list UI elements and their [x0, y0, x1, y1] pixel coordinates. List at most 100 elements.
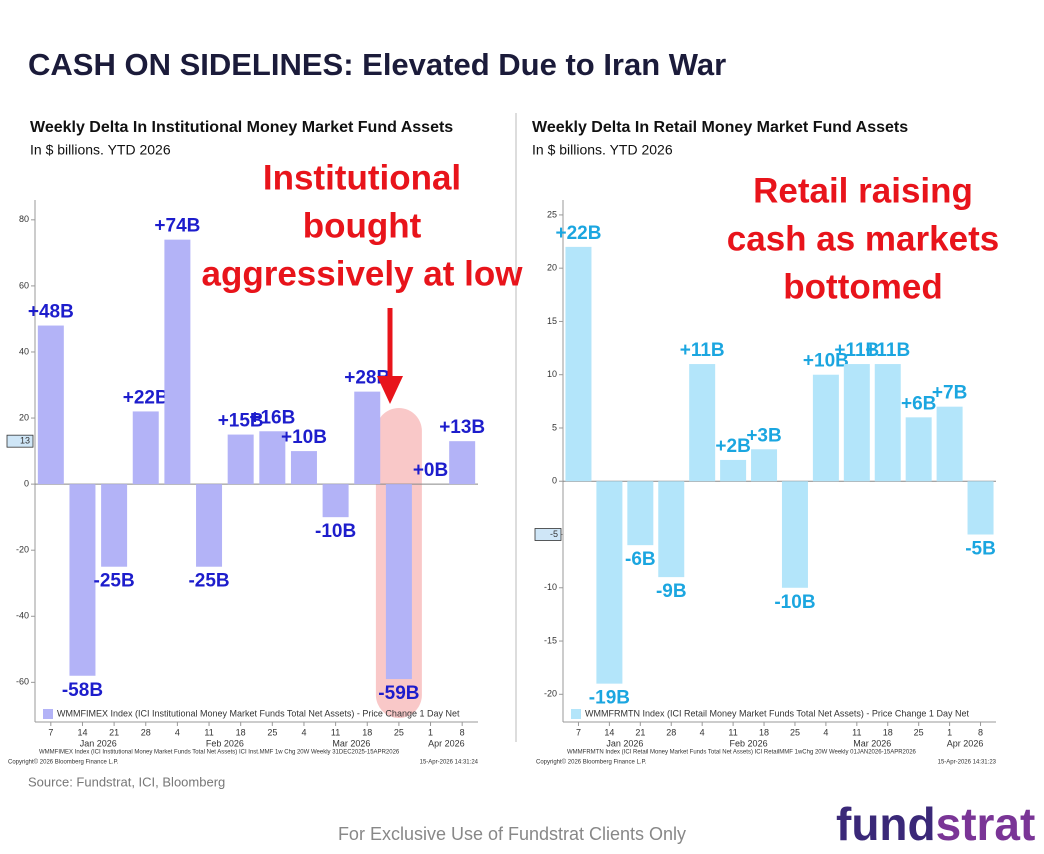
value-label: +13B	[439, 417, 485, 438]
legend: WMMFIMEX Index (ICI Institutional Money …	[43, 708, 460, 719]
last-value-box	[6, 434, 34, 448]
bar	[69, 484, 96, 676]
bar	[905, 417, 932, 482]
value-label: +74B	[154, 216, 200, 237]
x-tick-label: 18	[362, 727, 372, 737]
x-tick-label: 21	[109, 727, 119, 737]
chart-title: Weekly Delta In Institutional Money Mark…	[30, 119, 453, 136]
logo-part: fund	[836, 798, 936, 850]
bar	[720, 459, 747, 482]
x-tick-label: 4	[175, 727, 180, 737]
bar	[843, 364, 870, 482]
legend-swatch	[571, 709, 581, 719]
bar	[354, 391, 381, 485]
month-label: Apr 2026	[428, 738, 465, 748]
x-tick-label: 4	[823, 727, 828, 737]
y-tick-label: 60	[19, 280, 29, 290]
last-value-label: 13	[20, 436, 30, 446]
x-tick-label: 4	[700, 727, 705, 737]
y-tick-label: 0	[24, 479, 29, 489]
month-label: Mar 2026	[853, 738, 891, 748]
y-tick-label: 80	[19, 214, 29, 224]
bar	[101, 484, 128, 567]
copyright: Copyright© 2026 Bloomberg Finance L.P.	[536, 759, 647, 766]
annotation: aggressively at low	[202, 254, 524, 293]
y-tick-label: 25	[547, 209, 557, 219]
x-tick-label: 7	[576, 727, 581, 737]
bar	[751, 449, 778, 482]
x-tick-label: 7	[48, 727, 53, 737]
y-tick-label: -20	[544, 689, 557, 699]
bar	[196, 484, 223, 567]
footer: For Exclusive Use of Fundstrat Clients O…	[338, 824, 686, 844]
month-label: Apr 2026	[947, 738, 984, 748]
x-tick-label: 25	[790, 727, 800, 737]
bar	[874, 364, 901, 482]
value-label: +22B	[555, 223, 601, 244]
y-tick-label: 20	[547, 263, 557, 273]
annotation: Retail raising	[753, 171, 973, 210]
y-tick-label: -20	[16, 545, 29, 555]
annotation: cash as markets	[727, 219, 999, 258]
y-tick-label: 10	[547, 369, 557, 379]
arrow-head	[377, 376, 403, 404]
footnote: WMMFIMEX Index (ICI Institutional Money …	[39, 750, 400, 756]
value-label: -6B	[625, 549, 656, 570]
month-label: Jan 2026	[606, 738, 643, 748]
annotation: bought	[303, 206, 422, 245]
x-tick-label: 14	[77, 727, 87, 737]
source: Source: Fundstrat, ICI, Bloomberg	[28, 774, 225, 789]
y-tick-label: 5	[552, 422, 557, 432]
bar	[385, 484, 412, 680]
timestamp: 15-Apr-2026 14:31:23	[938, 760, 997, 766]
value-label: +0B	[413, 460, 448, 481]
bar	[259, 431, 286, 485]
bar	[812, 374, 839, 482]
x-tick-label: 21	[635, 727, 645, 737]
x-tick-label: 8	[460, 727, 465, 737]
annotation: bottomed	[783, 267, 942, 306]
bar	[164, 239, 191, 485]
footnote: WMMFRMTN Index (ICI Retail Money Market …	[567, 750, 917, 756]
x-tick-label: 11	[331, 727, 340, 737]
last-value-box	[534, 528, 562, 541]
logo: fundstrat	[836, 798, 1035, 850]
value-label: +28B	[344, 368, 390, 389]
value-label: +48B	[28, 302, 74, 323]
legend-label: WMMFIMEX Index (ICI Institutional Money …	[57, 708, 460, 718]
legend-label: WMMFRMTN Index (ICI Retail Money Market …	[585, 708, 969, 718]
y-tick-label: -40	[16, 611, 29, 621]
value-label: -10B	[774, 592, 815, 613]
legend-swatch	[43, 709, 53, 719]
bar	[322, 484, 349, 518]
y-tick-label: -60	[16, 677, 29, 687]
bar	[37, 325, 64, 485]
y-tick-label: 20	[19, 412, 29, 422]
annotation: Institutional	[263, 158, 461, 197]
value-label: +2B	[715, 436, 750, 457]
month-label: Feb 2026	[730, 738, 768, 748]
value-label: +16B	[249, 407, 295, 428]
value-label: -10B	[315, 521, 356, 542]
x-tick-label: 25	[267, 727, 277, 737]
bar	[596, 481, 623, 684]
y-tick-label: -15	[544, 635, 557, 645]
value-label: +11B	[834, 340, 879, 361]
y-tick-label: -10	[544, 582, 557, 592]
bar	[658, 481, 685, 578]
x-tick-label: 18	[759, 727, 769, 737]
x-tick-label: 1	[947, 727, 952, 737]
value-label: -58B	[62, 680, 103, 701]
value-label: -5B	[965, 539, 996, 560]
x-tick-label: 4	[301, 727, 306, 737]
x-tick-label: 11	[728, 727, 737, 737]
x-tick-label: 1	[428, 727, 433, 737]
x-tick-label: 11	[204, 727, 213, 737]
value-label: +11B	[680, 340, 725, 361]
month-label: Feb 2026	[206, 738, 244, 748]
x-tick-label: 25	[914, 727, 924, 737]
value-label: +6B	[901, 393, 936, 414]
bar	[936, 406, 963, 482]
bar	[290, 451, 317, 485]
page-title: CASH ON SIDELINES: Elevated Due to Iran …	[28, 47, 726, 82]
